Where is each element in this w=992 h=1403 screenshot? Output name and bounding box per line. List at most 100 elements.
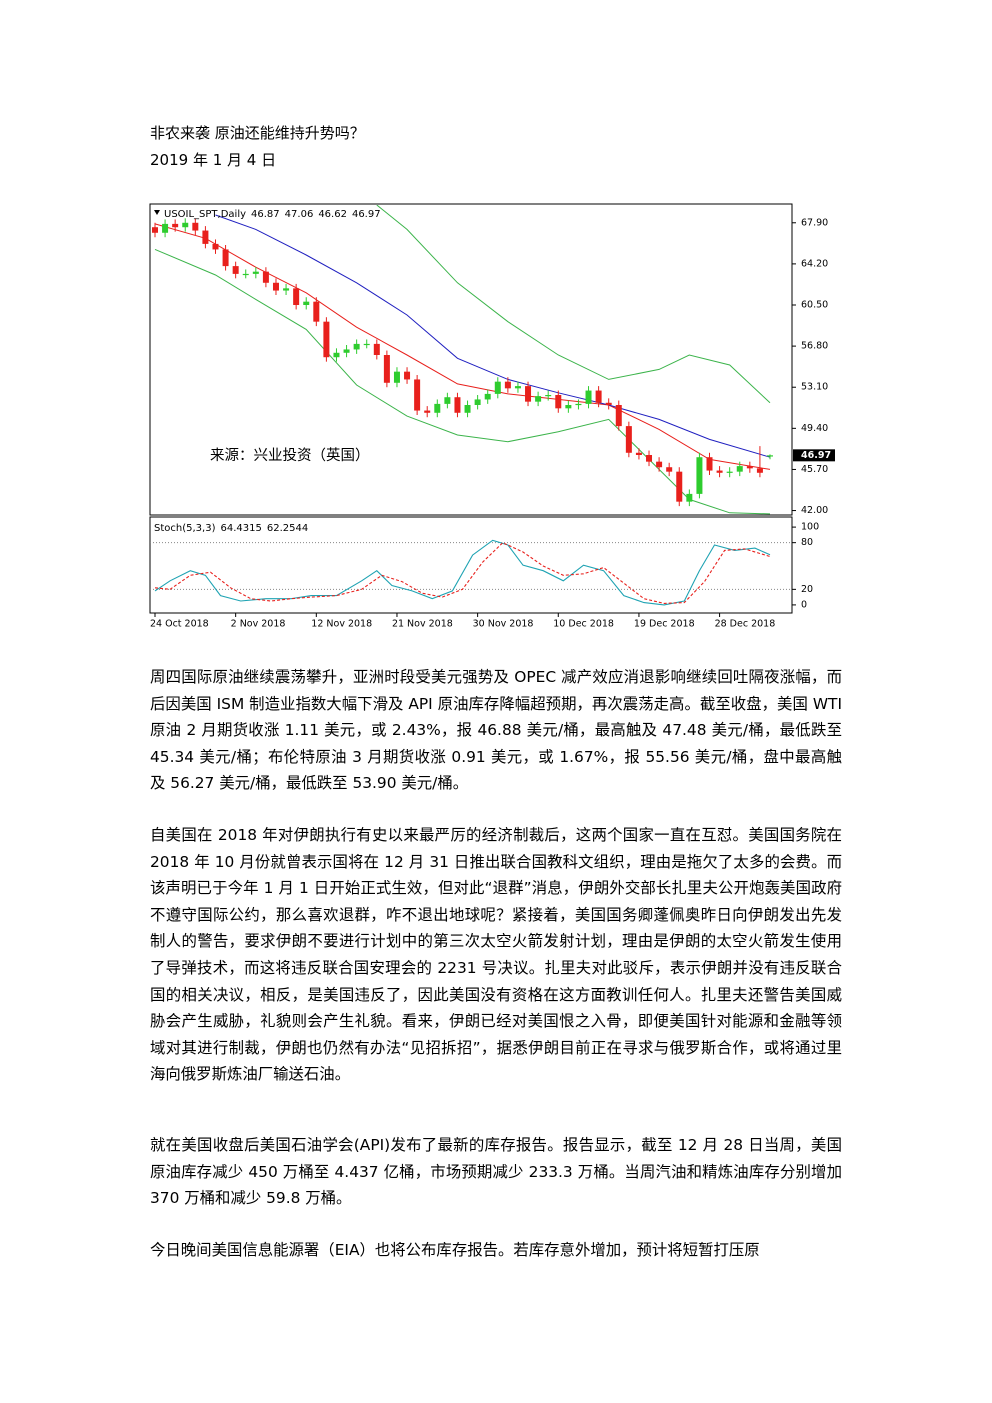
candle-body bbox=[232, 266, 239, 274]
header-value: 46.87 bbox=[251, 209, 280, 220]
candle-body bbox=[635, 452, 642, 455]
candle-body bbox=[272, 282, 279, 291]
candle-body bbox=[706, 457, 713, 471]
candle-body bbox=[575, 403, 582, 406]
paragraph: 今日晚间美国信息能源署（EIA）也将公布库存报告。若库存意外增加，预计将短暂打压… bbox=[150, 1241, 760, 1259]
candle-body bbox=[494, 381, 501, 394]
candle-body bbox=[283, 288, 290, 291]
y-tick-label: 20 bbox=[801, 584, 813, 595]
indicator-line bbox=[154, 248, 771, 515]
candle-body bbox=[434, 403, 441, 413]
candle-body bbox=[313, 301, 320, 322]
y-tick-label: 64.20 bbox=[801, 258, 828, 269]
article-title: 非农来袭 原油还能维持升势吗？ bbox=[150, 124, 365, 142]
candle-body bbox=[464, 405, 471, 413]
candle-body bbox=[746, 466, 753, 469]
candle-body bbox=[615, 405, 622, 427]
header-value: 46.62 bbox=[318, 209, 347, 220]
y-tick-label: 100 bbox=[801, 522, 819, 533]
candle-body bbox=[716, 470, 723, 473]
header-value: USOIL_SPT,Daily bbox=[164, 209, 246, 220]
candle-body bbox=[404, 371, 411, 380]
paragraph: 就在美国收盘后美国石油学会(API)发布了最新的库存报告。报告显示，截至 12 … bbox=[150, 1136, 842, 1208]
candle-body bbox=[363, 343, 370, 346]
header-value: Stoch(5,3,3) bbox=[154, 523, 216, 534]
candle-body bbox=[474, 399, 481, 405]
candle-body bbox=[514, 386, 521, 389]
indicator-line bbox=[215, 214, 771, 458]
x-tick-label: 28 Dec 2018 bbox=[715, 619, 776, 630]
header-value: 64.4315 bbox=[220, 523, 261, 534]
paragraph: 自美国在 2018 年对伊朗执行有史以来最严厉的经济制裁后，这两个国家一直在互怼… bbox=[150, 826, 842, 1084]
candle-body bbox=[222, 249, 229, 267]
candle-body bbox=[696, 457, 703, 494]
candle-body bbox=[595, 390, 602, 403]
candle-body bbox=[414, 379, 421, 411]
candle-body bbox=[565, 405, 572, 409]
x-tick-label: 21 Nov 2018 bbox=[392, 619, 453, 630]
y-tick-label: 80 bbox=[801, 537, 813, 548]
chart-header: USOIL_SPT,Daily 46.87 47.06 46.62 46.97 bbox=[164, 209, 381, 220]
candle-body bbox=[152, 227, 158, 233]
candle-body bbox=[736, 466, 743, 472]
candle-body bbox=[666, 467, 673, 472]
stoch-line bbox=[154, 542, 771, 604]
candle-body bbox=[454, 397, 461, 413]
candle-body bbox=[656, 461, 663, 468]
candle-body bbox=[504, 381, 511, 389]
x-tick-label: 19 Dec 2018 bbox=[634, 619, 695, 630]
y-tick-label: 0 bbox=[801, 599, 807, 610]
candle-body bbox=[605, 402, 612, 405]
price-panel bbox=[149, 203, 793, 516]
candle-body bbox=[756, 468, 763, 473]
current-price-tag bbox=[793, 449, 835, 462]
menu-arrow bbox=[154, 210, 160, 215]
article-date: 2019 年 1 月 4 日 bbox=[150, 151, 277, 169]
y-tick-label: 67.90 bbox=[801, 217, 828, 228]
stoch-header: Stoch(5,3,3) 64.4315 62.2544 bbox=[154, 523, 308, 534]
y-tick-label: 56.80 bbox=[801, 341, 828, 352]
candle-body bbox=[182, 222, 189, 228]
current-price-label: 46.97 bbox=[801, 450, 831, 461]
candle-body bbox=[726, 471, 733, 473]
candle-body bbox=[373, 343, 380, 355]
stoch-panel bbox=[149, 516, 793, 614]
indicator-line bbox=[154, 223, 771, 470]
candle-body bbox=[383, 355, 390, 383]
paragraph: 周四国际原油继续震荡攀升，亚洲时段受美元强势及 OPEC 减产效应消退影响继续回… bbox=[150, 668, 842, 793]
candle-body bbox=[323, 321, 330, 358]
y-tick-label: 45.70 bbox=[801, 464, 828, 475]
y-tick-label: 49.40 bbox=[801, 423, 828, 434]
candle-body bbox=[424, 410, 431, 413]
candle-body bbox=[252, 271, 259, 274]
candle-body bbox=[444, 397, 451, 404]
x-tick-label: 10 Dec 2018 bbox=[553, 619, 614, 630]
candle-body bbox=[555, 395, 562, 409]
header-value: 46.97 bbox=[352, 209, 381, 220]
candle-body bbox=[333, 352, 340, 358]
candle-body bbox=[303, 301, 310, 305]
candle-body bbox=[646, 455, 653, 462]
candle-body bbox=[585, 390, 592, 404]
candle-body bbox=[393, 371, 400, 383]
source-annotation: 来源：兴业投资（英国） bbox=[210, 446, 370, 464]
y-tick-label: 42.00 bbox=[801, 505, 828, 516]
candle-body bbox=[525, 386, 532, 402]
candle-body bbox=[625, 426, 632, 453]
candle-body bbox=[535, 396, 542, 402]
candle-body bbox=[686, 493, 693, 502]
y-tick-label: 53.10 bbox=[801, 382, 828, 393]
candle-body bbox=[767, 455, 773, 457]
candle-body bbox=[343, 349, 350, 353]
candle-body bbox=[212, 243, 219, 250]
indicator-line bbox=[376, 205, 771, 404]
x-tick-label: 30 Nov 2018 bbox=[473, 619, 534, 630]
candle-body bbox=[242, 273, 249, 276]
candle-body bbox=[172, 223, 179, 228]
candle-body bbox=[484, 393, 491, 400]
header-value: 62.2544 bbox=[267, 523, 308, 534]
candle-body bbox=[262, 271, 269, 283]
header-value: 47.06 bbox=[285, 209, 314, 220]
y-tick-label: 60.50 bbox=[801, 300, 828, 311]
